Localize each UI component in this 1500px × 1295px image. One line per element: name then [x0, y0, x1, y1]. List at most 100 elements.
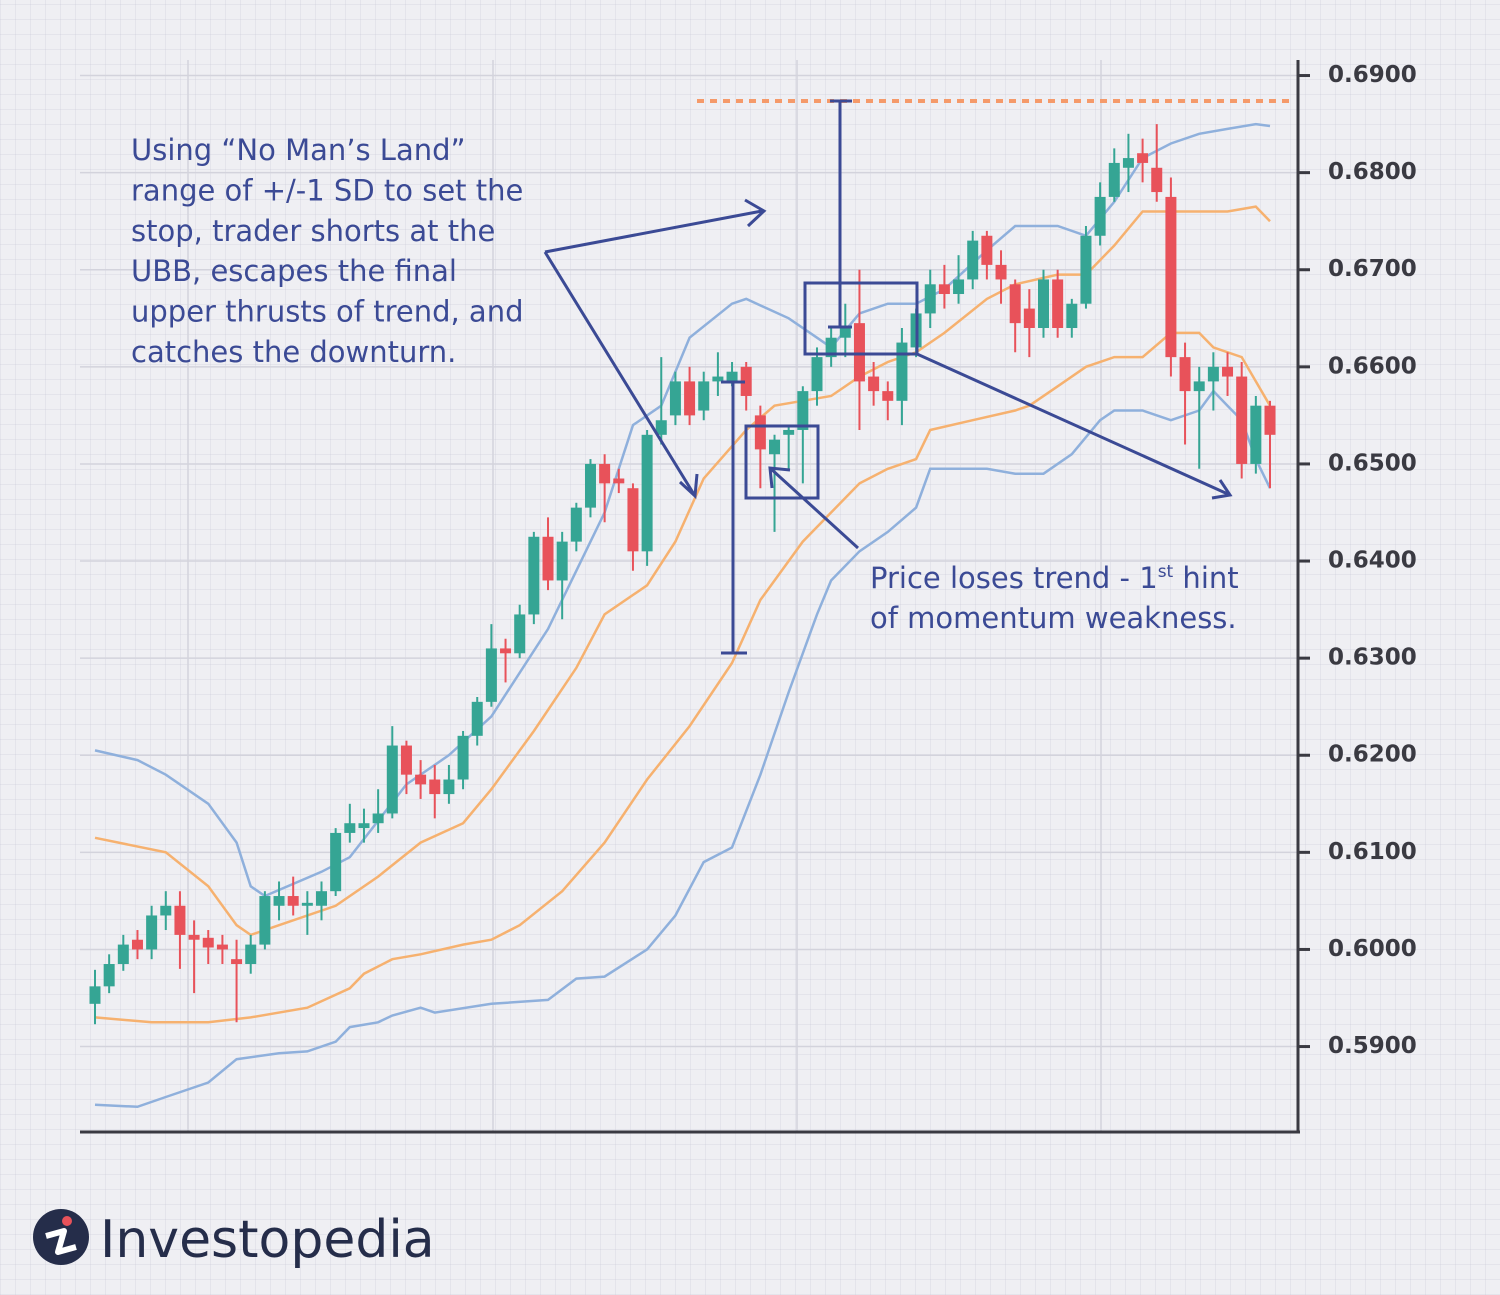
candle-body [1066, 303, 1078, 328]
candle-body [429, 779, 441, 795]
candle-body [868, 376, 880, 392]
candle-body [330, 832, 342, 892]
candle-body [358, 823, 370, 829]
candle-body [1207, 366, 1219, 382]
candle-body [584, 463, 596, 508]
left-note: Using “No Man’s Land” range of +/-1 SD to… [131, 133, 524, 369]
candle-body [231, 959, 243, 965]
candle-body [259, 896, 271, 945]
candle-body [1222, 366, 1234, 377]
candle-body [1264, 405, 1276, 435]
right-note-line: of momentum weakness. [870, 601, 1237, 635]
candle-body [174, 905, 186, 935]
candle-body [89, 986, 101, 1004]
candle-body [981, 235, 993, 265]
candle-body [924, 284, 936, 314]
y-tick-label: 0.6900 [1328, 62, 1417, 88]
candle-body [372, 813, 384, 824]
candle-body [882, 391, 894, 401]
candle-body [669, 381, 681, 416]
candle-body [570, 507, 582, 542]
y-tick-label: 0.6200 [1328, 742, 1417, 768]
candle-body [783, 429, 795, 435]
candle-body [1023, 308, 1035, 328]
candle-body [188, 934, 200, 940]
note-text: hint [1173, 561, 1238, 595]
arrow [544, 198, 767, 254]
candle-body [471, 701, 483, 736]
candle-body [1236, 376, 1248, 464]
candle-body [698, 381, 710, 411]
y-tick-label: 0.6400 [1328, 548, 1417, 574]
candle-body [216, 944, 228, 950]
y-tick-label: 0.6500 [1328, 450, 1417, 476]
left-note-line: catches the downturn. [131, 335, 456, 369]
candle-body [740, 366, 752, 396]
left-note-line: Using “No Man’s Land” [131, 133, 466, 167]
candle-body [627, 488, 639, 552]
candle-body [967, 240, 979, 280]
candle-body [1009, 284, 1021, 324]
y-tick-label: 0.6700 [1328, 256, 1417, 282]
left-note-line: upper thrusts of trend, and [131, 295, 524, 329]
candle-body [1151, 167, 1163, 193]
candle-body [599, 463, 611, 484]
candle-body [556, 541, 568, 581]
candle-body [953, 279, 965, 295]
left-note-line: range of +/-1 SD to set the [131, 173, 523, 207]
candle-body [1122, 158, 1134, 168]
candle-body [146, 915, 158, 950]
candle-body [344, 823, 356, 833]
candle-body [825, 337, 837, 358]
candle-body [1108, 162, 1120, 197]
candle-body [1080, 235, 1092, 304]
candle-body [131, 939, 143, 950]
candle-body [1094, 196, 1106, 236]
candle-body [896, 342, 908, 401]
candle-body [754, 415, 766, 450]
y-tick-label: 0.6100 [1328, 839, 1417, 865]
candle-body [103, 964, 115, 987]
note-superscript: st [1158, 562, 1174, 582]
candle-body [655, 420, 667, 435]
arrow [768, 466, 860, 550]
logo: Investopedia [33, 1209, 435, 1270]
y-tick-label: 0.6000 [1328, 936, 1417, 962]
candle-body [1179, 357, 1191, 392]
y-tick-label: 0.6300 [1328, 645, 1417, 671]
logo-text: Investopedia [100, 1210, 435, 1270]
annotation-shapes [543, 99, 1292, 655]
candle-body [443, 779, 455, 795]
note-text: Price loses trend - 1 [870, 561, 1158, 595]
logo-mark [45, 1228, 77, 1255]
candle-body [160, 905, 172, 916]
candles [89, 124, 1276, 1025]
candle-body [287, 896, 299, 906]
candle-body [726, 371, 738, 382]
arrow [916, 352, 1233, 500]
y-tick-label: 0.5900 [1328, 1033, 1417, 1059]
candle-body [1037, 279, 1049, 328]
candle-body [712, 376, 724, 382]
range-bracket [721, 380, 747, 655]
band-line [94, 389, 1272, 1109]
y-tick-label: 0.6800 [1328, 159, 1417, 185]
right-note-line: Price loses trend - 1st hint [870, 561, 1239, 595]
grid [80, 74, 1298, 1048]
candle-body [811, 357, 823, 392]
y-axis: 0.5900 0.6000 0.6100 0.6200 0.6300 0.6400 0.65… [1298, 62, 1417, 1059]
candle-body [528, 536, 540, 615]
band-line [94, 331, 1272, 1024]
candle-body [316, 891, 328, 906]
range-bracket [828, 99, 852, 329]
arrow [543, 251, 699, 500]
candle-body [485, 648, 497, 702]
candle-body [1250, 405, 1262, 464]
candle-body [797, 391, 809, 430]
candle-body [1137, 153, 1149, 163]
candle-body [641, 434, 653, 552]
candle-body [117, 944, 129, 965]
candle-body [415, 774, 427, 785]
